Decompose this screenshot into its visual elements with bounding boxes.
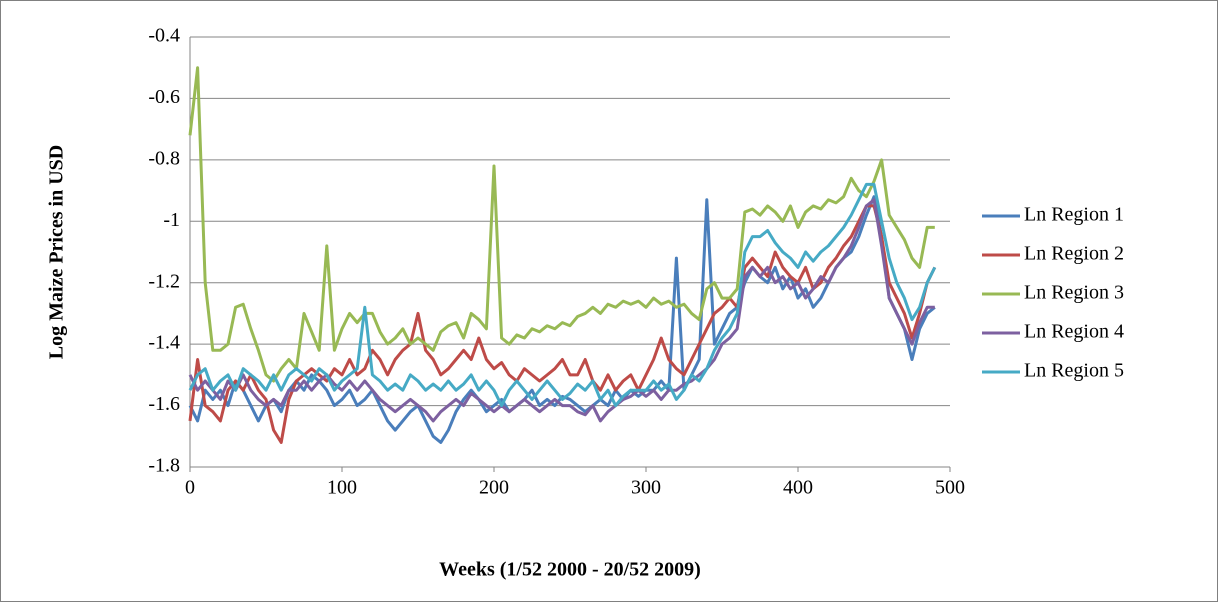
x-tick-label: 300 xyxy=(631,477,661,499)
y-tick-label: -1.4 xyxy=(148,332,180,354)
y-tick-label: -1 xyxy=(163,209,180,231)
y-tick-label: -0.4 xyxy=(148,25,180,47)
y-tick-label: -0.6 xyxy=(148,86,180,108)
y-tick-label: -0.8 xyxy=(148,147,180,169)
series-line xyxy=(188,182,937,408)
y-tick-label: -1.2 xyxy=(148,270,180,292)
x-tick-label: 100 xyxy=(327,477,357,499)
series-line xyxy=(188,66,935,383)
y-tick-label: -1.8 xyxy=(148,455,180,477)
x-tick-label: 500 xyxy=(935,477,965,499)
x-tick-label: 400 xyxy=(783,477,813,499)
legend-label: Ln Region 1 xyxy=(1024,204,1124,226)
series-line xyxy=(188,204,937,444)
y-tick-label: -1.6 xyxy=(148,393,180,415)
y-axis-title: Log Maize Prices in USD xyxy=(46,145,68,359)
series-line xyxy=(188,198,935,423)
x-tick-label: 200 xyxy=(479,477,509,499)
legend-label: Ln Region 3 xyxy=(1024,282,1124,304)
x-axis-title: Weeks (1/52 2000 - 20/52 2009) xyxy=(439,559,701,581)
legend-label: Ln Region 5 xyxy=(1024,360,1124,382)
legend-label: Ln Region 2 xyxy=(1024,243,1124,265)
legend-label: Ln Region 4 xyxy=(1024,321,1124,343)
x-tick-label: 0 xyxy=(185,477,195,499)
